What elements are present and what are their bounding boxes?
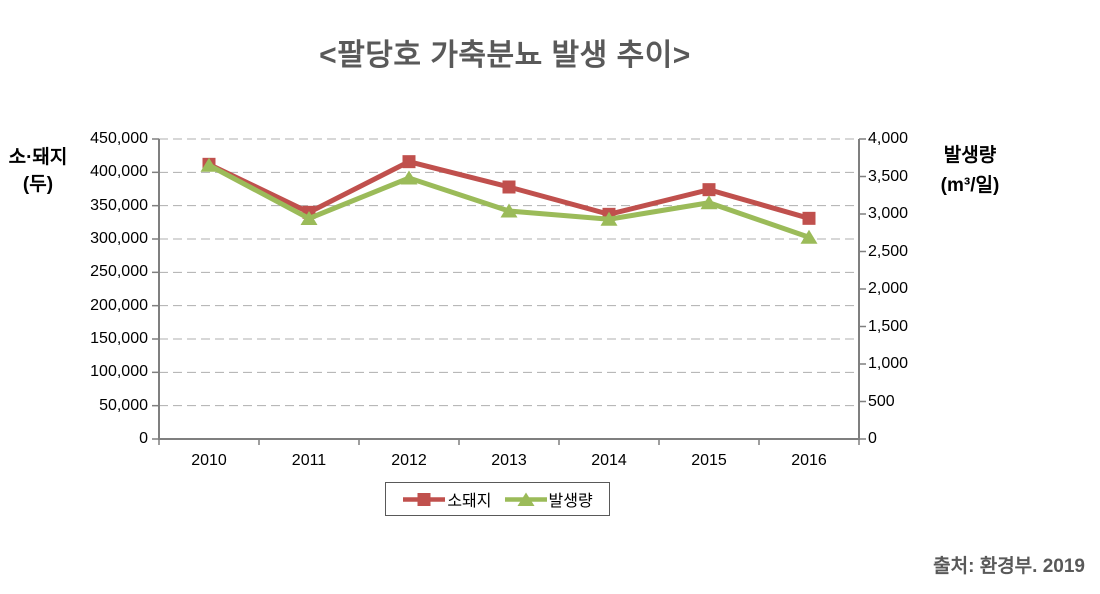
marker-triangle — [700, 195, 718, 210]
right-axis-tick-label: 500 — [868, 392, 895, 410]
legend-triangle-marker-icon — [504, 492, 547, 506]
marker-triangle — [500, 203, 518, 218]
marker-triangle — [300, 211, 318, 225]
left-axis-tick-label: 100,000 — [90, 363, 148, 381]
marker-square — [502, 180, 516, 194]
legend-square-marker-icon — [403, 492, 446, 506]
left-axis-tick-label: 200,000 — [90, 296, 148, 314]
legend-item: 발생량 — [504, 487, 593, 511]
x-axis-label: 2015 — [691, 452, 727, 469]
left-axis-tick-label: 50,000 — [99, 396, 148, 414]
x-axis-label: 2013 — [491, 452, 527, 469]
right-axis-title-line1: 발생량 — [943, 145, 997, 166]
right-axis-tick-label: 1,000 — [868, 355, 909, 372]
legend-label: 발생량 — [548, 493, 593, 510]
right-axis-tick-label: 2,500 — [868, 242, 909, 260]
left-axis-tick-label: 350,000 — [90, 196, 148, 214]
right-axis-tick-label: 4,000 — [868, 130, 909, 147]
legend-label: 소돼지 — [447, 493, 492, 510]
left-axis-tick-label: 150,000 — [90, 330, 148, 347]
marker-triangle — [800, 229, 818, 244]
left-axis-tick-label: 0 — [139, 430, 148, 447]
source-note: 출처: 환경부. 2019 — [933, 556, 1085, 577]
chart-title: <팔당호 가축분뇨 발생 추이> — [319, 39, 691, 72]
x-axis-label: 2011 — [291, 452, 327, 469]
x-axis-label: 2016 — [791, 452, 827, 469]
marker-triangle — [600, 211, 618, 226]
right-axis-tick-label: 3,500 — [868, 167, 909, 185]
legend-item: 소돼지 — [402, 487, 492, 511]
right-axis-tick-label: 2,000 — [868, 280, 909, 297]
marker-triangle — [200, 157, 218, 172]
x-axis-label: 2010 — [191, 452, 227, 469]
marker-square — [802, 211, 816, 225]
right-axis-title: 발생량 (m³/일) — [926, 141, 1014, 201]
right-axis-tick-label: 3,000 — [868, 205, 909, 222]
series-line-발생량 — [207, 163, 810, 240]
right-axis-title-line2: (m³/일) — [940, 175, 1000, 196]
right-axis-tick-label: 0 — [868, 430, 877, 447]
left-axis-tick-label: 450,000 — [90, 130, 148, 147]
legend: 소돼지 발생량 — [385, 482, 610, 516]
left-axis-tick-label: 300,000 — [90, 230, 148, 247]
left-axis-tick-label: 400,000 — [90, 163, 148, 181]
marker-square — [402, 155, 416, 169]
x-axis-label: 2012 — [391, 452, 427, 469]
marker-square — [702, 183, 716, 197]
left-axis-title: 소·돼지 (두) — [2, 144, 74, 198]
right-axis-tick-label: 1,500 — [868, 317, 909, 335]
left-axis-title-line1: 소·돼지 — [8, 147, 68, 168]
x-axis-label: 2014 — [591, 452, 627, 469]
marker-triangle — [400, 170, 418, 185]
left-axis-tick-label: 250,000 — [90, 263, 148, 281]
left-axis-title-line2: (두) — [22, 174, 54, 195]
